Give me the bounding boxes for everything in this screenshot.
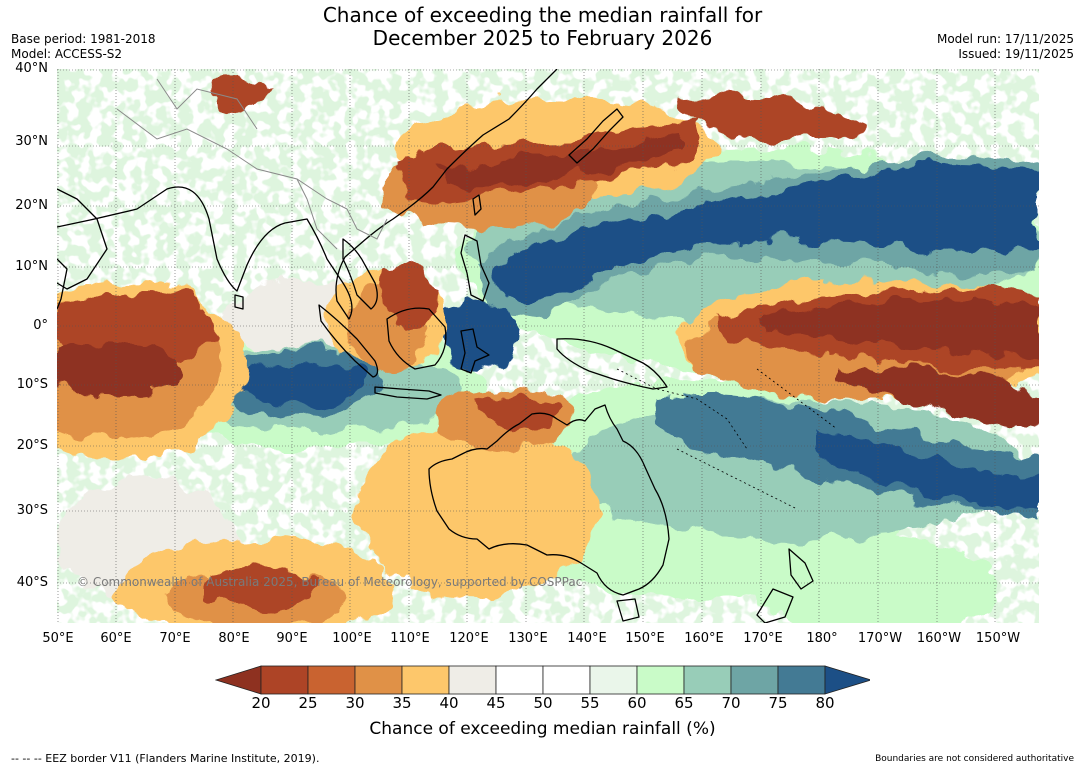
coast-indochina xyxy=(342,238,378,310)
colorbar-tick: 80 xyxy=(815,694,835,712)
colorbar-tick: 35 xyxy=(392,694,412,712)
lat-label-30n: 30°N xyxy=(15,134,48,149)
meta-right: Model run: 17/11/2025 Issued: 19/11/2025 xyxy=(937,32,1074,62)
colorbar-swatch xyxy=(542,665,591,695)
coast-taiwan xyxy=(472,194,482,216)
lon-label-70e: 70°E xyxy=(159,631,191,646)
colorbar-swatch xyxy=(260,665,309,695)
base-period: Base period: 1981-2018 xyxy=(11,32,156,46)
map-title: Chance of exceeding the median rainfall … xyxy=(0,4,1085,50)
lon-label-160e: 160°E xyxy=(684,631,724,646)
coast-africa xyxy=(57,258,68,310)
lon-label-170w: 170°W xyxy=(857,631,903,646)
lon-label-160w: 160°W xyxy=(916,631,962,646)
colorbar xyxy=(215,665,870,695)
meta-left: Base period: 1981-2018 Model: ACCESS-S2 xyxy=(11,32,156,62)
colorbar-tick: 65 xyxy=(674,694,694,712)
coast-sulawesi xyxy=(460,328,490,374)
issued-date: Issued: 19/11/2025 xyxy=(958,47,1074,61)
colorbar-tick: 30 xyxy=(345,694,365,712)
coast-arabia xyxy=(57,188,108,290)
eez-legend-note: -- -- -- EEZ border V11 (Flanders Marine… xyxy=(11,752,320,765)
rainfall-map xyxy=(57,69,1039,623)
graticule xyxy=(57,69,1039,623)
title-line-1: Chance of exceeding the median rainfall … xyxy=(322,3,763,27)
coast-new-zealand xyxy=(756,548,814,623)
lon-label-150e: 150°E xyxy=(625,631,665,646)
colorbar-tick: 40 xyxy=(439,694,459,712)
lon-label-90e: 90°E xyxy=(276,631,308,646)
lon-label-150w: 150°W xyxy=(975,631,1021,646)
colorbar-tick: 75 xyxy=(768,694,788,712)
colorbar-swatch xyxy=(636,665,685,695)
lat-label-20s: 20°S xyxy=(16,438,48,453)
coast-tasmania xyxy=(616,598,640,622)
lat-label-10n: 10°N xyxy=(15,259,48,274)
model-name: Model: ACCESS-S2 xyxy=(11,47,123,61)
colorbar-title: Chance of exceeding median rainfall (%) xyxy=(369,719,716,739)
colorbar-extend-low xyxy=(215,665,262,695)
lon-label-110e: 110°E xyxy=(390,631,430,646)
colorbar-tick: 25 xyxy=(298,694,318,712)
colorbar-swatch xyxy=(589,665,638,695)
land-borders xyxy=(116,78,388,250)
boundary-disclaimer: Boundaries are not considered authoritat… xyxy=(875,754,1074,764)
lat-label-30s: 30°S xyxy=(16,503,48,518)
title-line-2: December 2025 to February 2026 xyxy=(372,26,713,50)
colorbar-tick: 55 xyxy=(580,694,600,712)
lon-label-120e: 120°E xyxy=(449,631,489,646)
lon-label-50e: 50°E xyxy=(42,631,74,646)
lon-label-180: 180° xyxy=(806,631,838,646)
coast-asia xyxy=(57,69,558,320)
colorbar-swatch xyxy=(401,665,450,695)
coast-java xyxy=(374,386,442,400)
coast-australia xyxy=(428,404,670,596)
lat-label-20n: 20°N xyxy=(15,198,48,213)
lon-label-60e: 60°E xyxy=(100,631,132,646)
eez-borders xyxy=(616,368,838,510)
colorbar-swatch xyxy=(495,665,544,695)
coast-borneo xyxy=(386,307,447,370)
coast-sri-lanka xyxy=(234,294,244,310)
map-canvas xyxy=(57,69,1039,623)
lon-label-140e: 140°E xyxy=(567,631,607,646)
colorbar-swatch xyxy=(354,665,403,695)
lon-label-170e: 170°E xyxy=(743,631,783,646)
anomaly-fields xyxy=(57,77,1039,623)
coast-sumatra xyxy=(318,304,379,378)
lat-label-0: 0° xyxy=(33,318,48,333)
colorbar-tick: 50 xyxy=(533,694,553,712)
copyright-notice: © Commonwealth of Australia 2025, Bureau… xyxy=(77,575,583,589)
coast-philippines xyxy=(460,234,490,302)
lat-label-10s: 10°S xyxy=(16,377,48,392)
colorbar-tick: 20 xyxy=(251,694,271,712)
coast-new-guinea xyxy=(556,338,668,390)
colorbar-tick: 45 xyxy=(486,694,506,712)
lat-label-40s: 40°S xyxy=(16,575,48,590)
colorbar-swatch xyxy=(683,665,732,695)
coastlines xyxy=(57,69,814,623)
lon-label-130e: 130°E xyxy=(508,631,548,646)
colorbar-tick: 60 xyxy=(627,694,647,712)
colorbar-swatch xyxy=(730,665,779,695)
model-run: Model run: 17/11/2025 xyxy=(936,32,1074,46)
lat-label-40n: 40°N xyxy=(15,61,48,76)
colorbar-extend-high xyxy=(824,665,870,695)
colorbar-swatch xyxy=(777,665,826,695)
colorbar-swatch xyxy=(448,665,497,695)
lon-label-80e: 80°E xyxy=(218,631,250,646)
lon-label-100e: 100°E xyxy=(332,631,372,646)
colorbar-swatch xyxy=(307,665,356,695)
coast-japan xyxy=(568,108,624,164)
colorbar-tick: 70 xyxy=(721,694,741,712)
